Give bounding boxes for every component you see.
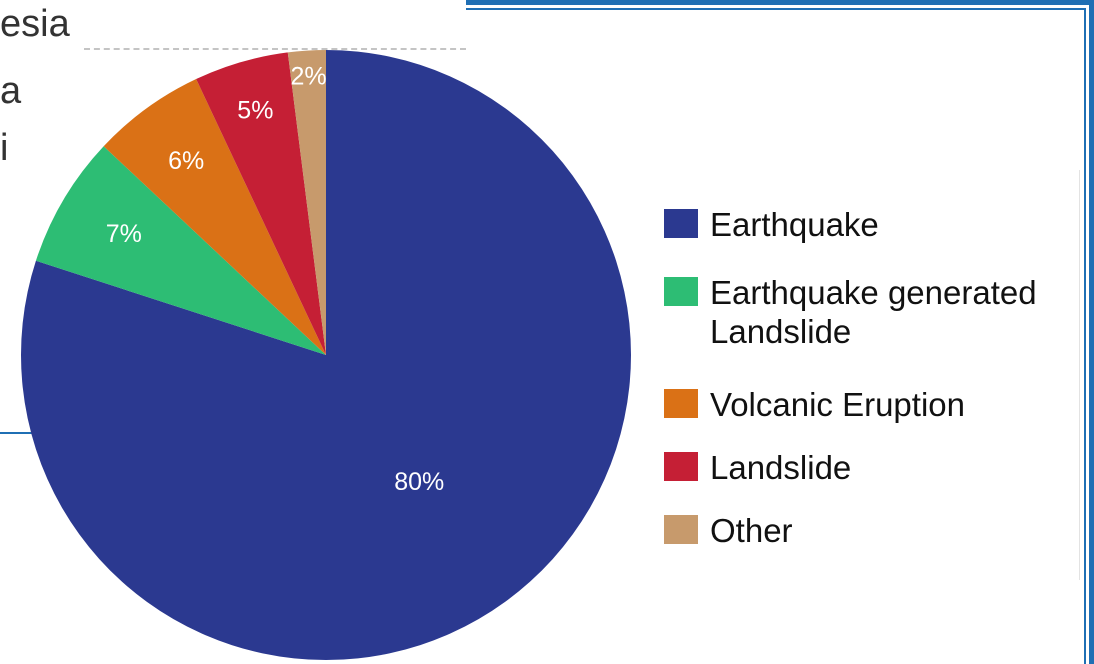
legend-label-earthquake-generated-landslide: Earthquake generated Landslide	[710, 274, 1037, 350]
frame-border-inner-top	[466, 8, 1086, 10]
frame-border-left-segment	[0, 432, 40, 434]
dashed-divider	[84, 48, 466, 50]
legend-swatch-volcanic-eruption	[664, 389, 698, 418]
background-text-line-3: i	[0, 127, 9, 169]
pie-label-earthquake: 80%	[394, 468, 444, 496]
pie-slice-earthquake	[20, 50, 631, 660]
legend-swatch-landslide	[664, 452, 698, 481]
pie-slice-other	[287, 50, 326, 355]
background-text-line-1: esia	[0, 3, 70, 45]
legend-item-volcanic-eruption: Volcanic Eruption	[664, 385, 1090, 424]
pie-label-landslide: 5%	[237, 97, 273, 125]
legend-label-other: Other	[710, 512, 793, 549]
pie-label-earthquake-generated-landslide: 7%	[106, 220, 142, 248]
legend-item-landslide: Landslide	[664, 448, 1090, 487]
legend-swatch-earthquake	[664, 209, 698, 238]
pie-slice-landslide	[196, 52, 326, 355]
legend-panel-edge	[1079, 170, 1080, 580]
legend-item-other: Other	[664, 511, 1090, 550]
legend-swatch-other	[664, 515, 698, 544]
pie-labels: 80% 7% 6% 5% 2%	[106, 63, 444, 496]
frame-border-right	[1084, 8, 1086, 664]
legend-label-earthquake: Earthquake	[710, 206, 879, 243]
pie-label-other: 2%	[291, 63, 327, 91]
background-text-line-2: a	[0, 70, 22, 112]
legend-swatch-earthquake-generated-landslide	[664, 277, 698, 306]
pie-label-volcanic-eruption: 6%	[168, 147, 204, 175]
legend-item-earthquake-generated-landslide: Earthquake generated Landslide	[664, 273, 1090, 351]
frame-border-gap	[466, 5, 1086, 8]
pie-slices	[20, 50, 631, 660]
legend-label-landslide: Landslide	[710, 449, 852, 486]
frame-border-top	[466, 0, 1094, 5]
pie-slice-volcanic-eruption	[103, 79, 326, 356]
frame-border-right-outer	[1089, 0, 1094, 664]
legend-item-earthquake: Earthquake	[664, 205, 1090, 244]
pie-slice-earthquake-generated-landslide	[35, 146, 326, 355]
legend-label-volcanic-eruption: Volcanic Eruption	[710, 386, 965, 423]
